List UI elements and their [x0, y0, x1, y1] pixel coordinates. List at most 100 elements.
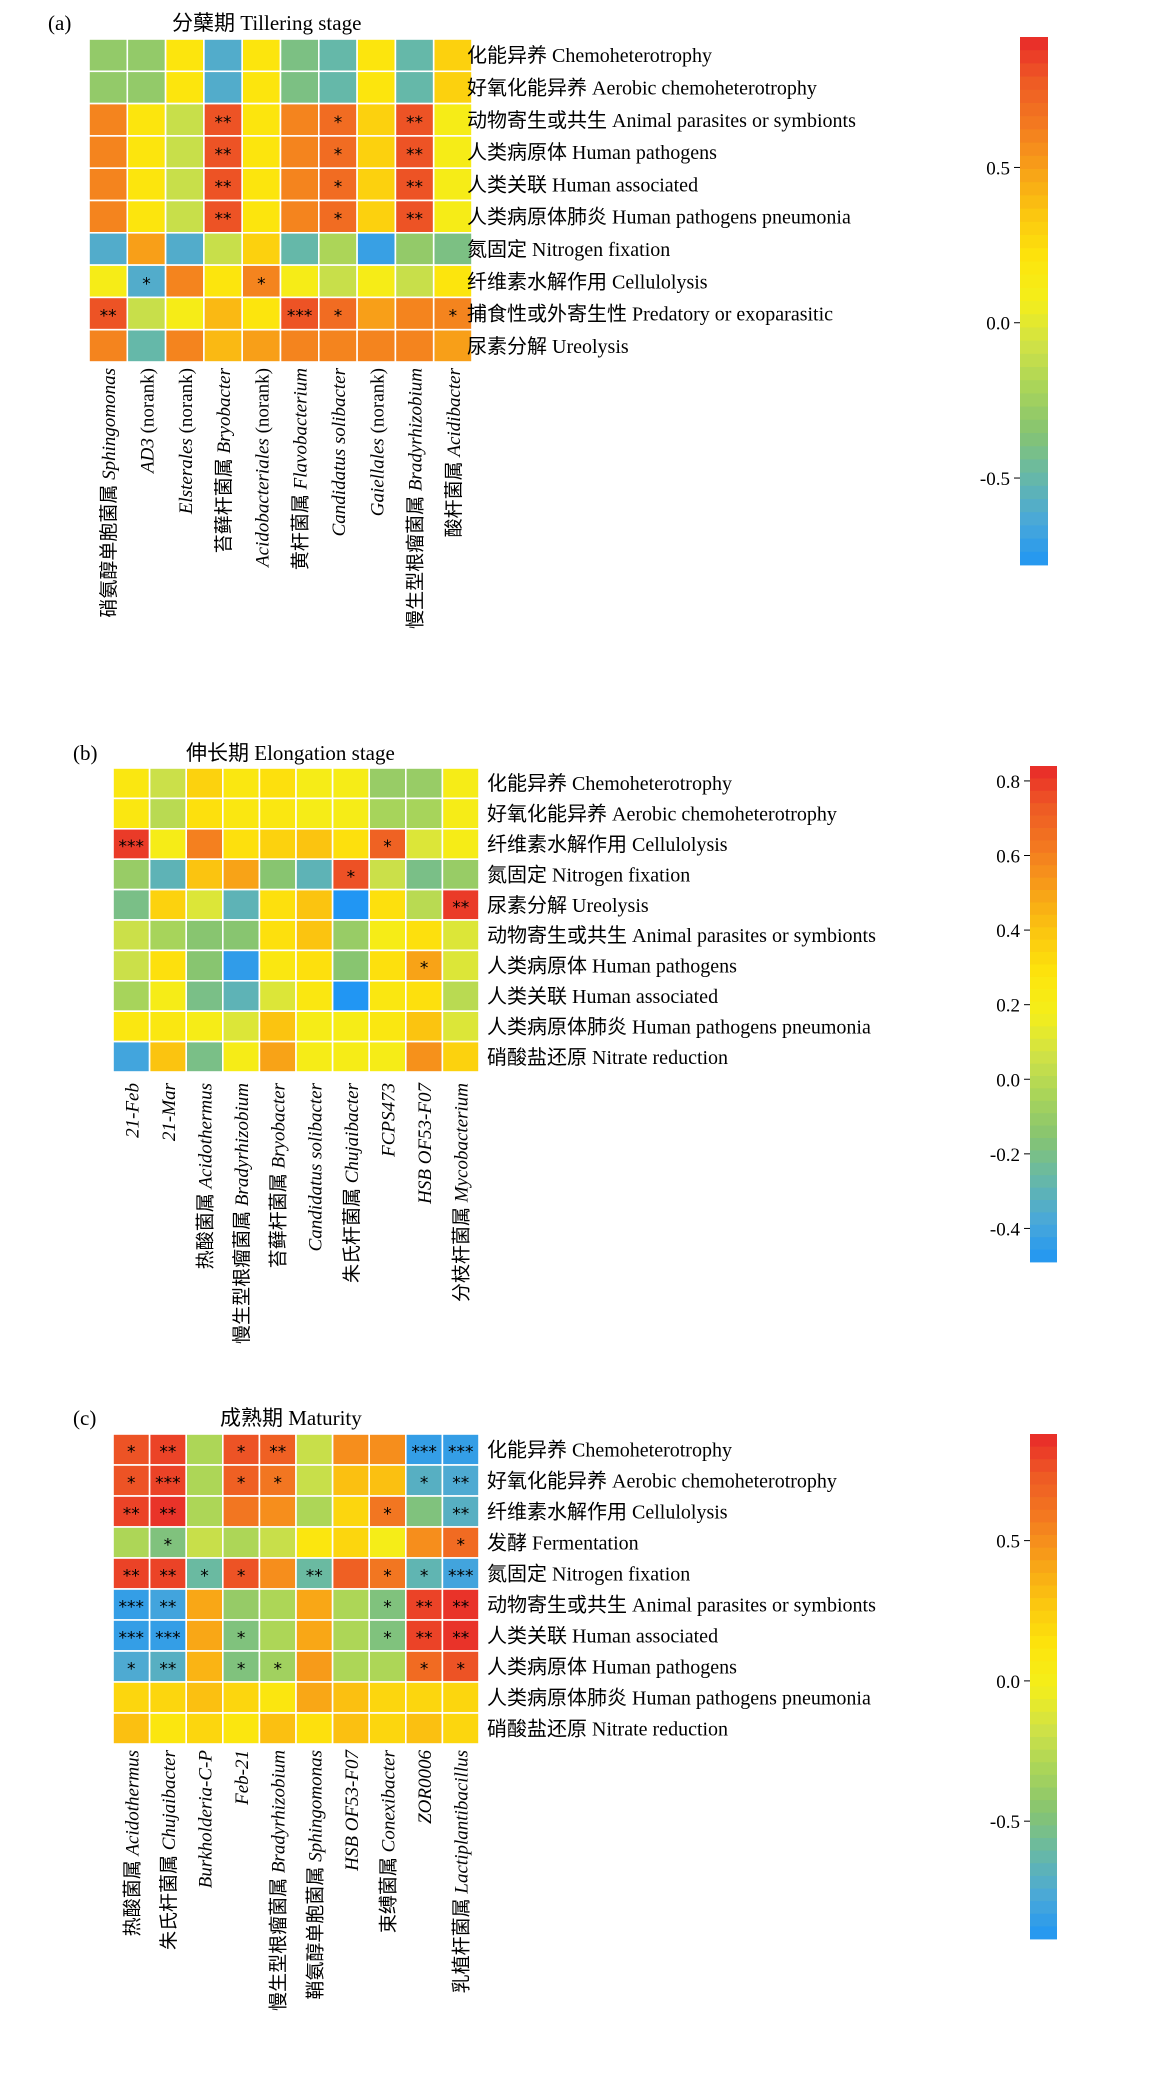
colorbar-segment	[1030, 1585, 1057, 1599]
heatmap-cell	[441, 949, 480, 982]
heatmap-cell	[203, 328, 243, 363]
heatmap-cell	[404, 1588, 444, 1621]
significance-marker: *	[383, 1567, 392, 1587]
significance-marker: ***	[119, 1629, 145, 1649]
significance-marker: **	[406, 145, 423, 165]
colorbar-segment	[1020, 169, 1048, 183]
heatmap-cell	[148, 858, 188, 891]
column-label: 苔藓杆菌属 Bryobacter	[268, 1082, 290, 1268]
heatmap-cell	[295, 1526, 334, 1559]
heatmap-cell	[222, 827, 261, 860]
column-label: 乳植杆菌属 Lactiplantibacillus	[451, 1750, 473, 1993]
heatmap-cell	[331, 1588, 371, 1621]
significance-marker: *	[456, 1536, 465, 1556]
colorbar-segment	[1030, 1014, 1057, 1027]
column-label: 21-Feb	[122, 1083, 143, 1138]
heatmap-cell	[241, 199, 282, 234]
colorbar-segment	[1020, 103, 1048, 117]
heatmap-cell	[404, 827, 444, 860]
heatmap-cell	[368, 767, 407, 800]
heatmap-cell	[126, 38, 167, 73]
colorbar-segment	[1030, 1926, 1057, 1940]
colorbar-segment	[1030, 989, 1057, 1002]
row-label: 发酵 Fermentation	[487, 1532, 639, 1555]
significance-marker: *	[334, 145, 343, 165]
colorbar-segment	[1020, 353, 1048, 368]
significance-marker: *	[334, 113, 343, 133]
colorbar-segment	[1020, 327, 1048, 341]
heatmap-cell	[295, 1495, 334, 1528]
heatmap-cell	[258, 1712, 297, 1745]
heatmap-cell	[258, 949, 297, 982]
row-label: 人类关联 Human associated	[467, 173, 698, 196]
significance-marker: *	[383, 1629, 392, 1649]
heatmap-cell	[441, 1681, 480, 1714]
colorbar-tick-label: -0.5	[990, 1812, 1020, 1833]
heatmap-cell	[88, 167, 129, 202]
heatmap-cell	[394, 296, 435, 331]
colorbar-tick-label: 0.4	[996, 921, 1020, 942]
heatmap-cell	[112, 919, 151, 952]
heatmap-cell	[432, 232, 473, 266]
heatmap-cell	[394, 38, 435, 73]
heatmap-cell	[295, 1557, 334, 1590]
colorbar-segment	[1030, 939, 1057, 953]
colorbar-tick-label: -0.4	[990, 1219, 1021, 1240]
heatmap-cell	[222, 1619, 261, 1652]
colorbar-segment	[1030, 1224, 1057, 1238]
row-label: 人类病原体 Human pathogens	[487, 1656, 737, 1679]
heatmap-cell	[356, 70, 397, 105]
colorbar-segment	[1030, 852, 1057, 866]
row-label: 捕食性或外寄生性 Predatory or exoparasitic	[467, 303, 833, 326]
significance-marker: **	[452, 1505, 469, 1525]
heatmap-cell	[112, 1040, 151, 1073]
row-label: 好氧化能异养 Aerobic chemoheterotrophy	[487, 803, 837, 826]
heatmap-cell	[148, 1557, 188, 1590]
colorbar-segment	[1030, 1673, 1057, 1687]
heatmap-cell	[317, 232, 358, 266]
heatmap-cell	[356, 167, 397, 202]
heatmap-cell	[185, 1557, 224, 1590]
heatmap-cell	[126, 102, 167, 137]
heatmap-cell	[317, 167, 358, 202]
heatmap-cell	[432, 264, 473, 299]
colorbar-segment	[1030, 1774, 1057, 1788]
colorbar-segment	[1020, 446, 1048, 460]
significance-marker: *	[334, 210, 343, 230]
significance-marker: *	[420, 1474, 429, 1494]
significance-marker: **	[215, 145, 232, 165]
colorbar-segment	[1020, 301, 1048, 315]
colorbar-segment	[1030, 1063, 1057, 1077]
heatmap-cell	[164, 328, 205, 363]
significance-marker: ***	[448, 1567, 474, 1587]
heatmap-cell	[203, 38, 243, 73]
heatmap-cell	[203, 296, 243, 331]
heatmap-cell	[404, 888, 444, 921]
heatmap-cell	[126, 232, 167, 266]
colorbar-segment	[1030, 890, 1057, 903]
heatmap-cell	[185, 888, 224, 921]
significance-marker: *	[347, 867, 356, 887]
heatmap-cell	[112, 767, 151, 800]
heatmap-cell	[331, 919, 371, 952]
column-label: HSB OF53-F07	[342, 1749, 363, 1872]
heatmap-cell	[126, 328, 167, 363]
heatmap-cell	[368, 1010, 407, 1043]
heatmap-cell	[331, 1619, 371, 1652]
significance-marker: **	[159, 1660, 176, 1680]
colorbar-segment	[1030, 927, 1057, 940]
colorbar-segment	[1030, 1762, 1057, 1776]
heatmap-cell	[185, 919, 224, 952]
heatmap-cell	[441, 797, 480, 830]
heatmap-cell	[331, 949, 371, 982]
heatmap-cell	[295, 1588, 334, 1621]
heatmap-cell	[241, 70, 282, 105]
significance-marker: *	[237, 1443, 246, 1463]
significance-marker: **	[416, 1598, 433, 1618]
panel-label: (b)	[73, 741, 98, 765]
row-label: 动物寄生或共生 Animal parasites or symbionts	[487, 924, 876, 947]
heatmap-cell	[185, 1040, 224, 1073]
heatmap-cell	[88, 135, 129, 169]
heatmap-cell	[222, 949, 261, 982]
heatmap-cell	[148, 1010, 188, 1043]
